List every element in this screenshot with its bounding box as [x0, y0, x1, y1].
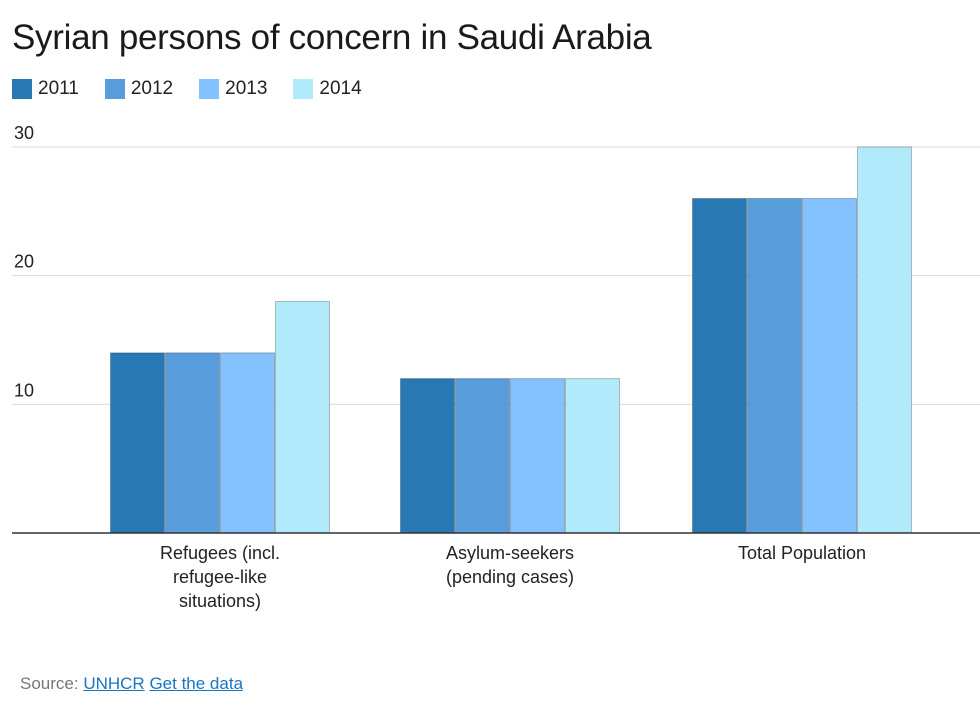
- legend-item-2011: 2011: [12, 78, 79, 100]
- bar-2014-cat0: [275, 300, 330, 534]
- chart-area: 10 20 30 Refugees (incl. refugee-like situati…: [0, 110, 980, 620]
- legend-swatch-2014: [293, 79, 314, 99]
- x-category-label-0-line1: refugee-like: [173, 567, 267, 587]
- y-tick-label-30: 30: [14, 123, 34, 143]
- source-prefix: Source:: [20, 674, 79, 693]
- legend-swatch-2012: [104, 79, 125, 99]
- x-category-label-1-line1: (pending cases): [446, 567, 574, 587]
- bar-2013-cat1: [510, 378, 565, 534]
- source-link-unhcr[interactable]: UNHCR: [83, 674, 145, 693]
- chart-title: Syrian persons of concern in Saudi Arabi…: [12, 18, 652, 57]
- legend-item-2013: 2013: [199, 78, 267, 100]
- bar-2014-cat1: [565, 378, 620, 534]
- source-line: Source: UNHCR Get the data: [20, 674, 243, 694]
- get-the-data-link[interactable]: Get the data: [149, 674, 244, 693]
- x-category-label-2-line0: Total Population: [738, 543, 866, 563]
- y-tick-label-20: 20: [14, 252, 34, 272]
- y-tick-label-10: 10: [14, 380, 34, 400]
- legend-item-2014: 2014: [293, 78, 362, 100]
- x-category-label-0-line2: situations): [179, 591, 261, 611]
- x-category-label-1-line0: Asylum-seekers: [446, 543, 574, 563]
- legend-label-2013: 2013: [225, 78, 268, 99]
- bar-2012-cat2: [747, 197, 802, 534]
- bar-2013-cat0: [220, 352, 275, 534]
- legend-swatch-2011: [12, 79, 32, 99]
- bar-chart-svg: 10 20 30 Refugees (incl. refugee-like situati…: [12, 123, 980, 611]
- bar-2013-cat2: [802, 197, 857, 534]
- x-category-label-0-line0: Refugees (incl.: [160, 543, 280, 563]
- bar-2011-cat0: [110, 352, 165, 534]
- bar-2012-cat1: [455, 378, 510, 534]
- bar-2011-cat2: [692, 197, 747, 534]
- legend-swatch-2013: [199, 79, 220, 99]
- bar-2012-cat0: [165, 352, 220, 534]
- legend-label-2012: 2012: [130, 78, 174, 99]
- legend-item-2012: 2012: [104, 78, 174, 100]
- chart-legend: 2011 2012 2013 2014: [12, 78, 388, 100]
- legend-label-2014: 2014: [319, 78, 362, 99]
- legend-label-2011: 2011: [38, 78, 79, 99]
- bar-2011-cat1: [400, 378, 455, 534]
- bar-2014-cat2: [857, 146, 912, 534]
